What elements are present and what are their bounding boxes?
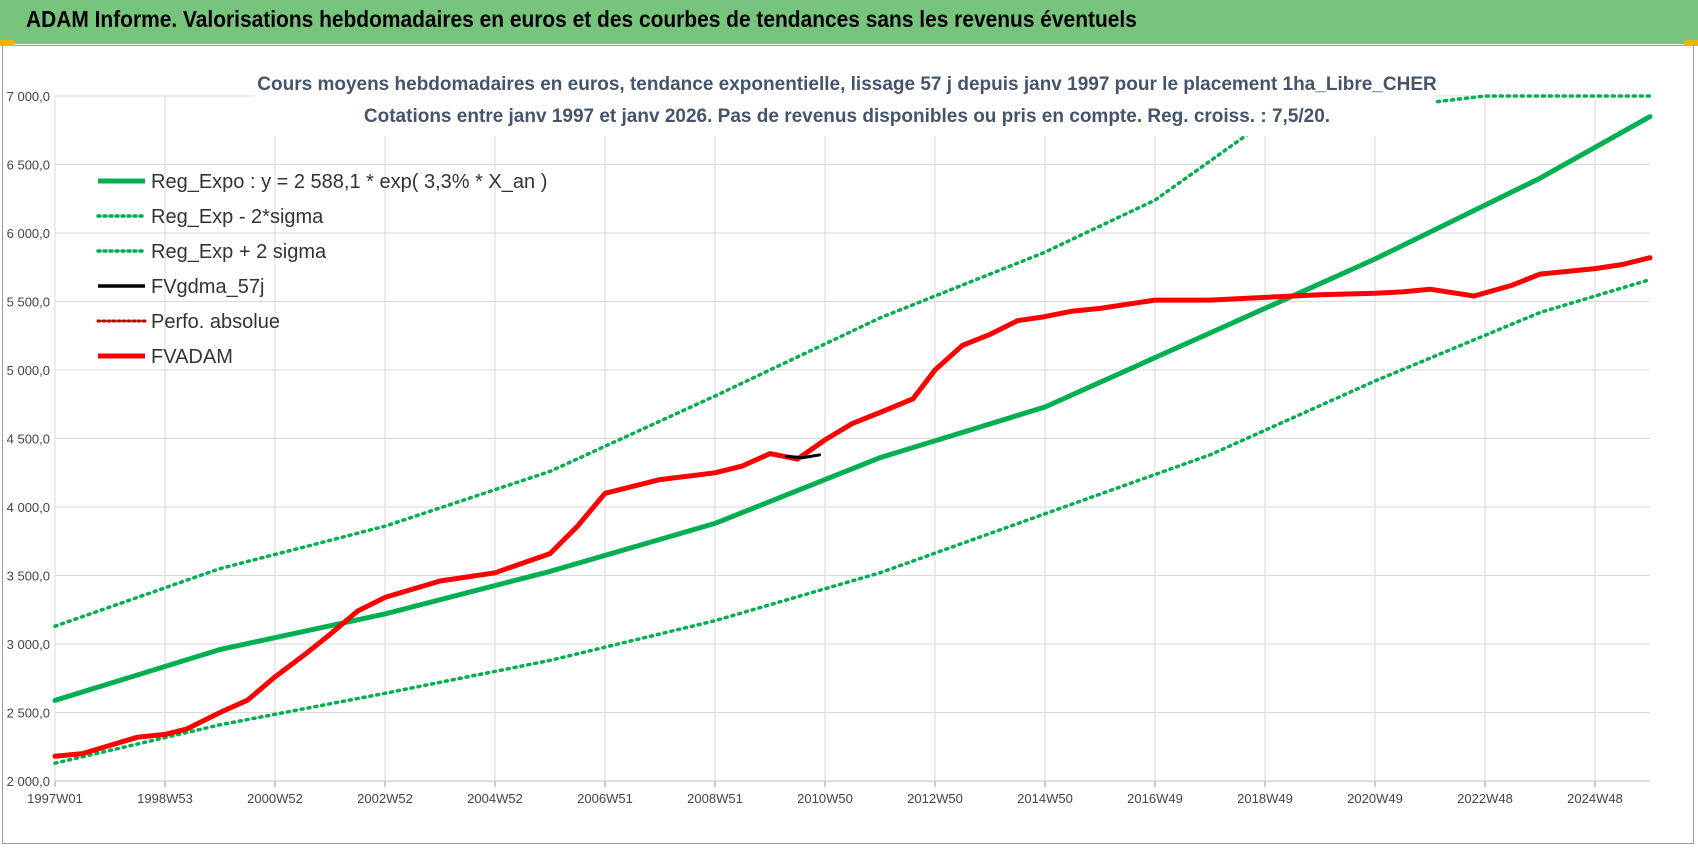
legend-label-reg-exp-plus: Reg_Exp + 2 sigma [151, 241, 327, 263]
y-tick-label: 4 500,0 [7, 432, 50, 447]
chart-title-background [255, 66, 1435, 136]
y-tick-label: 3 500,0 [7, 569, 50, 584]
y-tick-label: 6 000,0 [7, 226, 50, 241]
y-tick-label: 7 000,0 [7, 89, 50, 104]
chart-title-line2: Cotations entre janv 1997 et janv 2026. … [364, 106, 1330, 127]
frame-corner-left [0, 40, 14, 46]
chart-title-line1: Cours moyens hebdomadaires en euros, ten… [257, 74, 1437, 95]
x-tick-label: 1997W01 [27, 791, 83, 806]
x-tick-label: 2000W52 [247, 791, 303, 806]
x-tick-label: 2012W50 [907, 791, 963, 806]
y-tick-label: 3 000,0 [7, 637, 50, 652]
y-tick-label: 6 500,0 [7, 158, 50, 173]
legend-label-fvadam: FVADAM [151, 346, 233, 368]
axes: 2 000,0 2 500,0 3 000,0 3 500,0 4 000,0 4 500… [7, 89, 1650, 806]
reg-expo-line [52, 114, 1653, 703]
legend: Reg_Expo : y = 2 588,1 * exp( 3,3% * X_a… [96, 171, 547, 368]
x-tick-label: 2016W49 [1127, 791, 1183, 806]
x-tick-label: 2022W48 [1457, 791, 1513, 806]
legend-label-reg-expo: Reg_Expo : y = 2 588,1 * exp( 3,3% * X_a… [151, 171, 547, 193]
legend-label-fvgdma: FVgdma_57j [151, 276, 264, 298]
y-tick-label: 5 000,0 [7, 363, 50, 378]
y-tick-label: 5 500,0 [7, 295, 50, 310]
legend-label-perfo: Perfo. absolue [151, 311, 280, 333]
x-tick-label: 2006W51 [577, 791, 633, 806]
x-tick-label: 2008W51 [687, 791, 743, 806]
x-tick-label: 2024W48 [1567, 791, 1623, 806]
chart-frame [2, 45, 1694, 844]
grid [54, 95, 1650, 782]
y-tick-label: 4 000,0 [7, 500, 50, 515]
x-tick-label: 2020W49 [1347, 791, 1403, 806]
y-tick-label: 2 500,0 [7, 706, 50, 721]
x-tick-label: 1998W53 [137, 791, 193, 806]
fvadam-line [52, 255, 1653, 759]
legend-label-reg-exp-minus: Reg_Exp - 2*sigma [151, 206, 324, 228]
x-tick-label: 2004W52 [467, 791, 523, 806]
page-title: ADAM Informe. Valorisations hebdomadaire… [26, 6, 1137, 32]
frame-corner-right [1684, 40, 1698, 46]
reg-exp-minus-line [53, 277, 1652, 765]
page-header: ADAM Informe. Valorisations hebdomadaire… [0, 0, 1698, 44]
x-tick-label: 2002W52 [357, 791, 413, 806]
series-lines [52, 94, 1653, 765]
fvgdma-line [785, 453, 821, 460]
x-tick-label: 2010W50 [797, 791, 853, 806]
reg-exp-plus-line [53, 94, 1652, 628]
y-tick-label: 2 000,0 [7, 774, 50, 789]
x-tick-label: 2014W50 [1017, 791, 1073, 806]
x-tick-label: 2018W49 [1237, 791, 1293, 806]
